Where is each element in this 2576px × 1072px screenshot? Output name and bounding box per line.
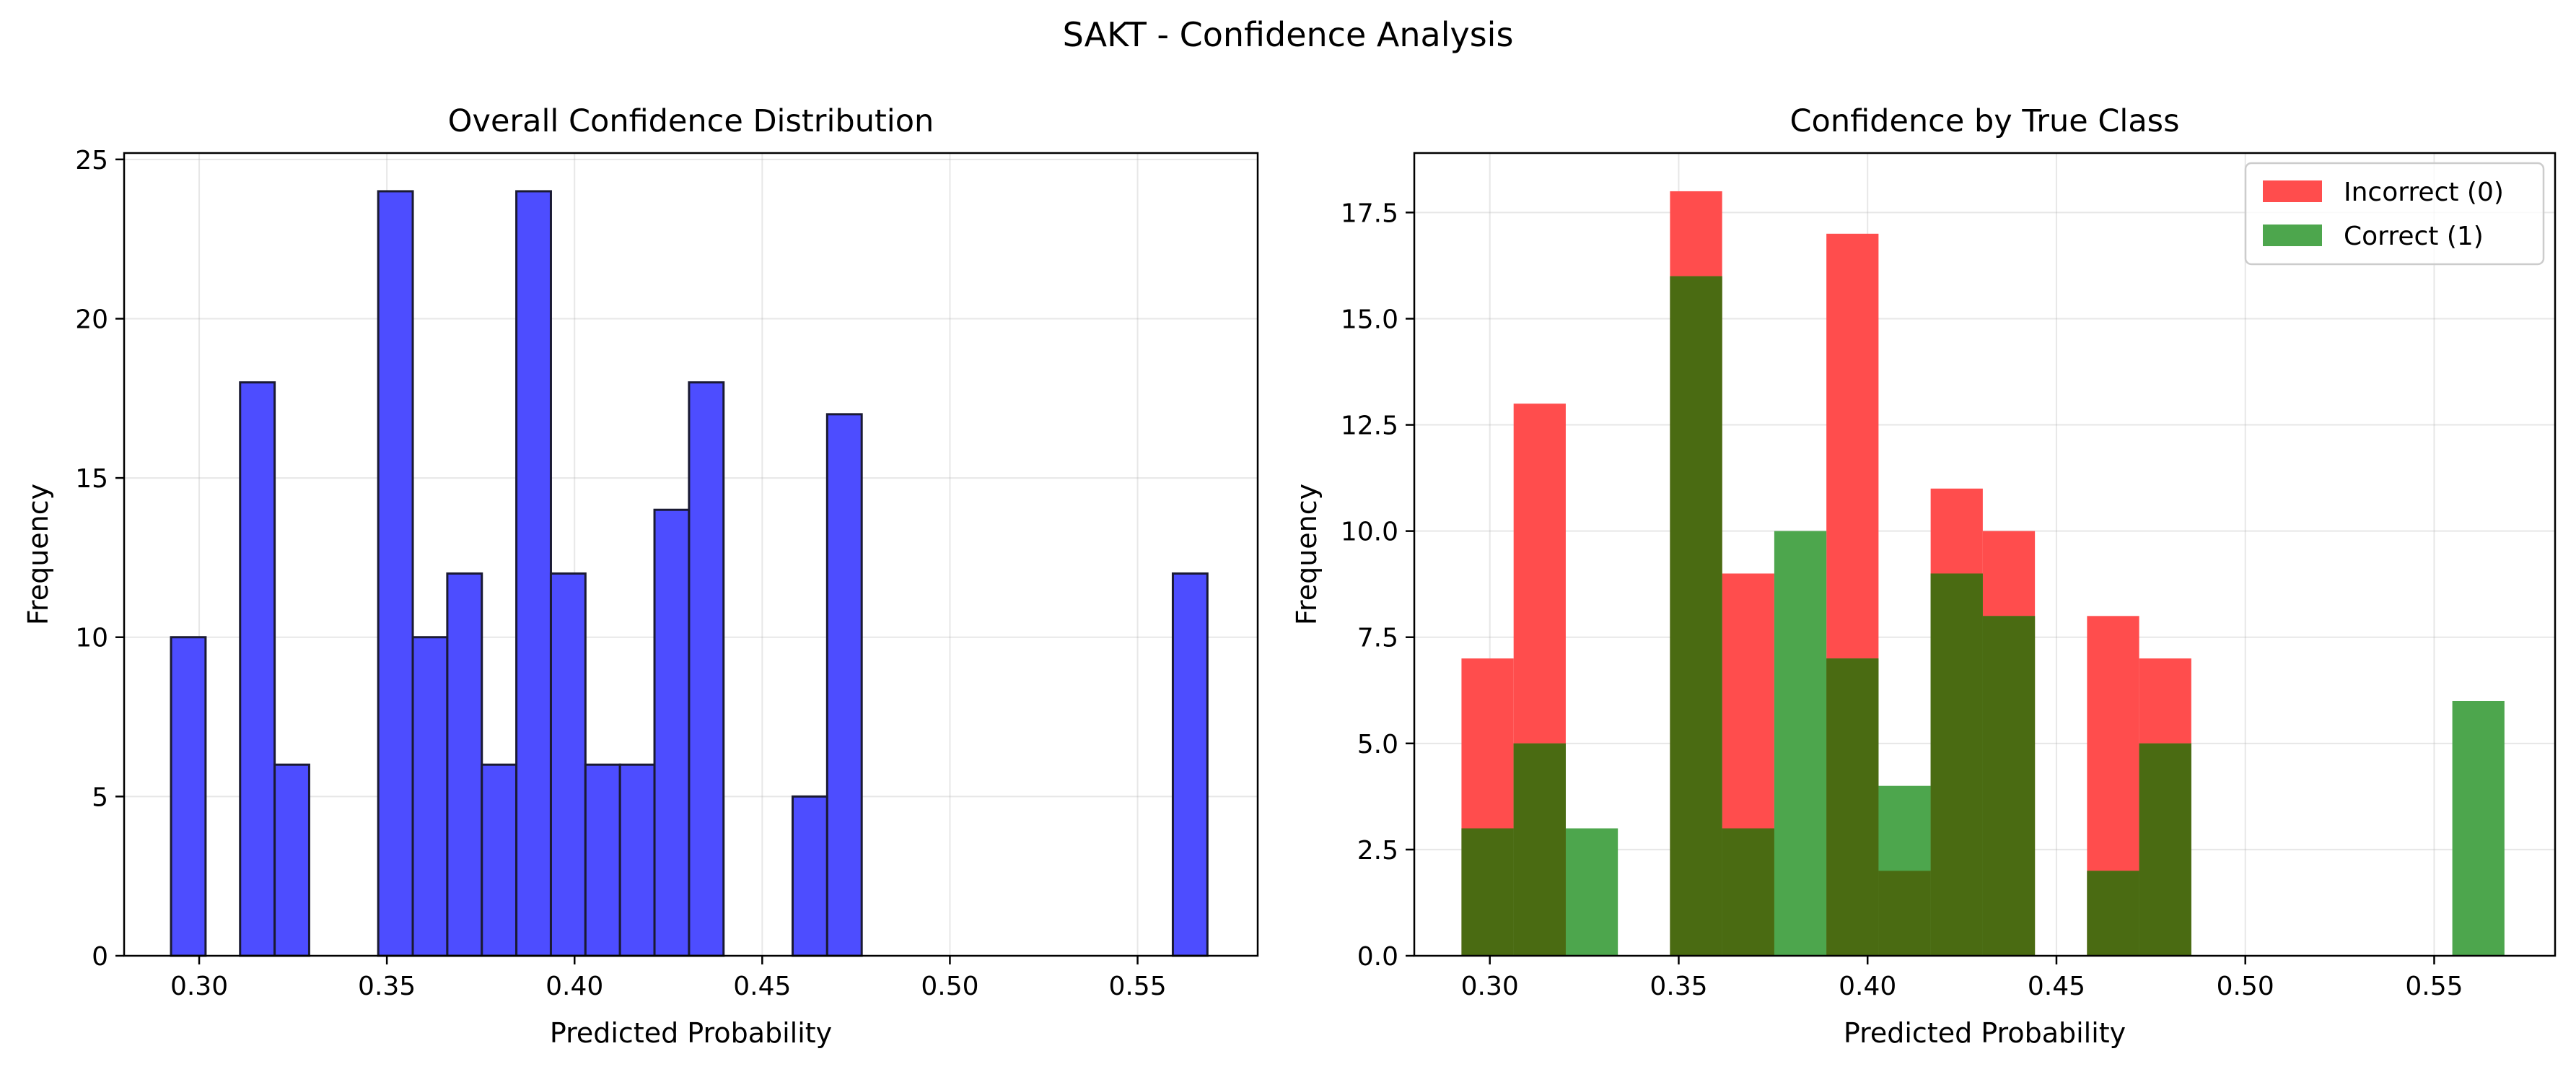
- correct-bar-2: [1565, 828, 1618, 956]
- x-axis-label: Predicted Probability: [550, 1017, 832, 1049]
- x-tick-label: 0.45: [2028, 972, 2085, 1001]
- y-tick-label: 12.5: [1341, 411, 1398, 441]
- y-tick-label: 2.5: [1357, 836, 1398, 866]
- overlap-bar-5: [1878, 871, 1931, 956]
- histogram-bar-6: [481, 763, 518, 957]
- histogram-bar-14: [825, 413, 863, 957]
- histogram-bar-15: [1171, 572, 1209, 957]
- y-tick-label: 25: [75, 146, 108, 175]
- overlap-bar-3: [1722, 828, 1774, 956]
- overlap-bar-7: [1982, 616, 2036, 956]
- correct-bar-5: [1774, 531, 1827, 956]
- x-tick-label: 0.55: [2405, 972, 2463, 1001]
- x-tick-label: 0.35: [358, 972, 416, 1001]
- histogram-bar-2: [273, 763, 310, 957]
- x-tick-label: 0.40: [546, 972, 603, 1001]
- histogram-bar-4: [411, 636, 449, 957]
- x-tick-label: 0.30: [170, 972, 228, 1001]
- x-axis-label: Predicted Probability: [1844, 1017, 2126, 1049]
- x-tick-label: 0.35: [1650, 972, 1707, 1001]
- y-tick-label: 15: [75, 464, 108, 494]
- y-tick-label: 7.5: [1357, 624, 1398, 653]
- y-axis-label: Frequency: [22, 484, 54, 625]
- y-tick-label: 20: [75, 305, 108, 334]
- overlap-bar-9: [2139, 743, 2191, 956]
- histogram-bar-3: [377, 190, 414, 957]
- y-tick-label: 0: [92, 942, 108, 972]
- legend-swatch: [2263, 225, 2322, 246]
- histogram-bar-5: [446, 572, 483, 957]
- overall-confidence-histogram: 0.30 0.35 0.40 0.45 0.50 0.55 0 5 10 15 20 25 Overal…: [22, 103, 1259, 1049]
- histogram-bar-11: [653, 508, 691, 957]
- x-tick-label: 0.50: [921, 972, 978, 1001]
- overlap-bar-6: [1930, 573, 1983, 956]
- chart-title: Confidence by True Class: [1790, 103, 2180, 139]
- correct-bar-12: [2452, 700, 2505, 956]
- y-tick-label: 10.0: [1341, 518, 1398, 547]
- y-tick-label: 17.5: [1341, 199, 1398, 228]
- x-tick-label: 0.40: [1839, 972, 1896, 1001]
- overlap-bar-1: [1513, 743, 1566, 956]
- legend-label: Incorrect (0): [2344, 178, 2504, 207]
- histogram-bar-1: [239, 381, 276, 957]
- overlap-bar-8: [2087, 871, 2139, 956]
- y-tick-label: 10: [75, 624, 108, 653]
- y-tick-label: 15.0: [1341, 305, 1398, 334]
- legend: Incorrect (0) Correct (1): [2244, 162, 2545, 266]
- confidence-by-class-histogram: 0.30 0.35 0.40 0.45 0.50 0.55 0.0 2.5 5.0 7.5 10.0…: [1291, 103, 2557, 1049]
- histogram-bar-10: [618, 763, 656, 957]
- legend-label: Correct (1): [2344, 222, 2484, 251]
- x-tick-label: 0.45: [733, 972, 791, 1001]
- x-axis: 0.30 0.35 0.40 0.45 0.50 0.55: [1461, 956, 2463, 1001]
- overlap-bar-0: [1461, 828, 1514, 956]
- y-axis: 0.0 2.5 5.0 7.5 10.0 12.5 15.0 17.5: [1341, 199, 1414, 972]
- histogram-bar-12: [688, 381, 725, 957]
- x-axis: 0.30 0.35 0.40 0.45 0.50 0.55: [170, 956, 1167, 1001]
- chart-title: Overall Confidence Distribution: [448, 103, 934, 139]
- y-tick-label: 5: [92, 783, 108, 812]
- x-tick-label: 0.30: [1461, 972, 1519, 1001]
- figure-title: SAKT - Confidence Analysis: [1063, 15, 1514, 54]
- overlap-bar-4: [1826, 658, 1879, 956]
- bars: [170, 190, 1209, 957]
- legend-swatch: [2263, 180, 2322, 202]
- histogram-bar-9: [584, 763, 621, 957]
- histogram-bar-13: [791, 795, 828, 957]
- axes-frame: [1413, 152, 2557, 957]
- histogram-bar-8: [549, 572, 587, 957]
- histogram-bar-7: [515, 190, 552, 957]
- x-tick-label: 0.55: [1108, 972, 1166, 1001]
- bars: [1461, 191, 2505, 956]
- y-tick-label: 0.0: [1357, 942, 1398, 972]
- x-tick-label: 0.50: [2217, 972, 2274, 1001]
- y-axis-label: Frequency: [1291, 484, 1323, 625]
- overlap-bar-2: [1670, 276, 1722, 956]
- y-tick-label: 5.0: [1357, 730, 1398, 759]
- y-axis: 0 5 10 15 20 25: [75, 146, 124, 972]
- histogram-bar-0: [170, 636, 207, 957]
- axes-frame: [123, 152, 1259, 957]
